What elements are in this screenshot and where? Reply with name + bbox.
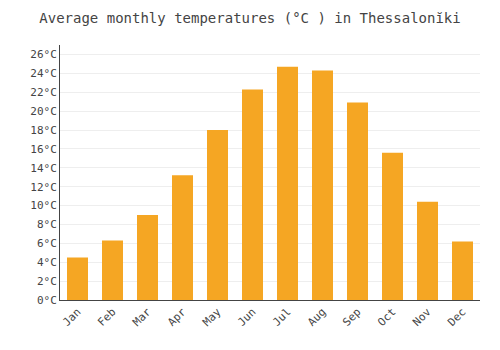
svg-text:26°C: 26°C bbox=[30, 48, 57, 61]
svg-text:Jul: Jul bbox=[270, 306, 293, 329]
svg-text:20°C: 20°C bbox=[30, 105, 57, 118]
svg-text:May: May bbox=[200, 305, 224, 329]
svg-text:6°C: 6°C bbox=[37, 237, 57, 250]
svg-text:Jun: Jun bbox=[235, 306, 258, 329]
svg-text:Feb: Feb bbox=[95, 306, 118, 329]
svg-text:12°C: 12°C bbox=[30, 181, 57, 194]
svg-text:18°C: 18°C bbox=[30, 124, 57, 137]
svg-text:Aug: Aug bbox=[305, 306, 328, 329]
svg-text:10°C: 10°C bbox=[30, 199, 57, 212]
svg-text:Sep: Sep bbox=[340, 306, 363, 329]
svg-text:Average monthly temperatures (: Average monthly temperatures (°C ) in Th… bbox=[39, 10, 460, 26]
svg-text:Nov: Nov bbox=[410, 305, 434, 329]
svg-text:Jan: Jan bbox=[60, 306, 83, 329]
svg-text:Dec: Dec bbox=[445, 306, 468, 329]
svg-text:14°C: 14°C bbox=[30, 162, 57, 175]
svg-text:8°C: 8°C bbox=[37, 218, 57, 231]
svg-text:Oct: Oct bbox=[375, 306, 398, 329]
svg-text:16°C: 16°C bbox=[30, 143, 57, 156]
svg-text:4°C: 4°C bbox=[37, 256, 57, 269]
svg-text:2°C: 2°C bbox=[37, 275, 57, 288]
svg-text:24°C: 24°C bbox=[30, 67, 57, 80]
svg-text:Mar: Mar bbox=[130, 305, 154, 329]
svg-text:Apr: Apr bbox=[165, 305, 189, 329]
svg-text:22°C: 22°C bbox=[30, 86, 57, 99]
svg-text:0°C: 0°C bbox=[37, 294, 57, 307]
